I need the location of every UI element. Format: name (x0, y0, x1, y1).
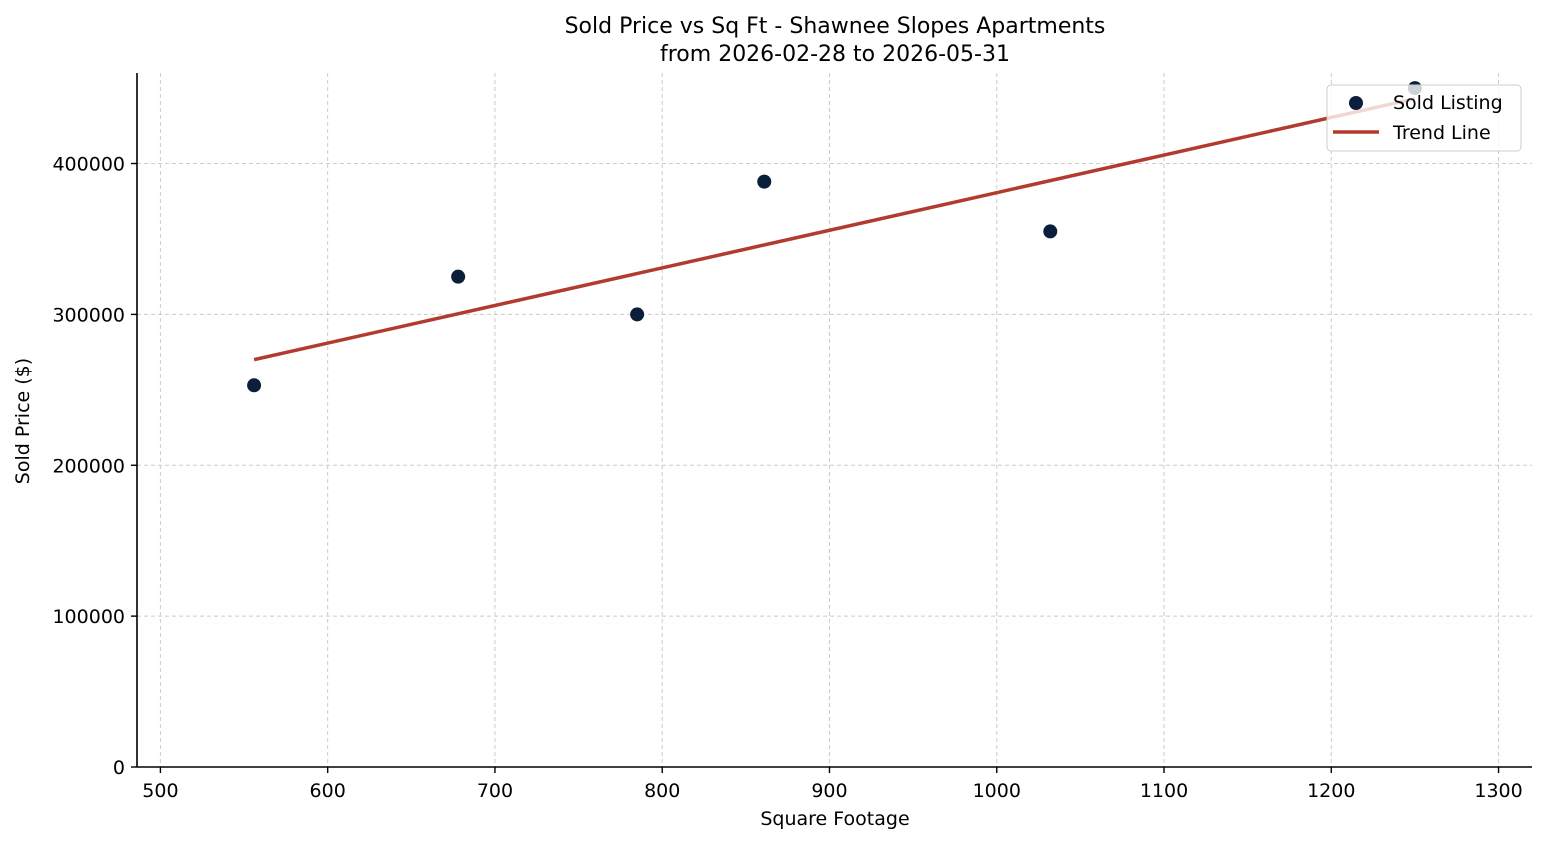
legend-box (1326, 84, 1522, 152)
x-tick-label: 800 (644, 780, 680, 802)
legend-label-sold-listing: Sold Listing (1393, 92, 1503, 114)
y-tick-label: 200000 (52, 455, 125, 477)
data-point (757, 174, 772, 189)
data-point (451, 269, 466, 284)
trend-line (253, 96, 1416, 362)
x-tick-label: 600 (310, 780, 346, 802)
x-tick-label: 1100 (1140, 780, 1188, 802)
x-tick-label: 1300 (1474, 780, 1522, 802)
y-tick-label: 300000 (52, 304, 125, 326)
chart-title: Sold Price vs Sq Ft - Shawnee Slopes Apa… (565, 14, 1106, 39)
grid (137, 73, 1532, 767)
chart-subtitle: from 2026-02-28 to 2026-05-31 (660, 42, 1010, 67)
x-tick-label: 900 (811, 780, 847, 802)
points-layer (247, 81, 1422, 393)
x-tick-label: 700 (477, 780, 513, 802)
x-tick-label: 1000 (973, 780, 1021, 802)
y-tick-label: 0 (113, 757, 125, 779)
axes: 500 600 700 800 900 1000 1100 1200 1300 0 100000 20… (52, 73, 1532, 802)
y-tick-label: 400000 (52, 154, 125, 176)
legend: Sold Listing Trend Line (1326, 84, 1522, 152)
x-tick-label: 500 (142, 780, 178, 802)
data-point (630, 307, 645, 322)
legend-label-trend-line: Trend Line (1392, 122, 1491, 144)
legend-marker-sold-listing (1349, 96, 1363, 110)
data-point (1043, 224, 1058, 239)
y-tick-label: 100000 (52, 606, 125, 628)
x-tick-label: 1200 (1307, 780, 1355, 802)
data-point (247, 378, 262, 393)
trend-line-layer (253, 96, 1416, 362)
x-axis-label: Square Footage (760, 808, 909, 830)
y-axis-label: Sold Price ($) (12, 358, 34, 484)
